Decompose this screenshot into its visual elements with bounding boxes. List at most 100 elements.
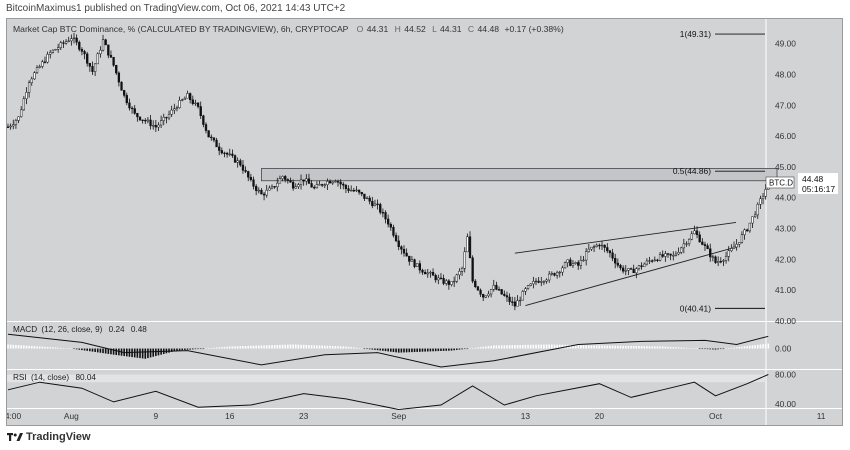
macd-histogram-bar — [635, 346, 638, 349]
candle-down — [746, 229, 749, 232]
candle-down — [207, 130, 210, 138]
macd-histogram-bar — [65, 348, 67, 349]
macd-histogram-bar — [648, 346, 651, 349]
macd-histogram-bar — [574, 345, 577, 349]
candle-up — [693, 230, 696, 235]
macd-histogram-bar — [321, 345, 323, 349]
candle-down — [115, 65, 118, 74]
candle-down — [88, 63, 91, 67]
candles — [7, 32, 770, 311]
candle-up — [181, 99, 184, 101]
candle-down — [656, 259, 659, 261]
macd-histogram-bar — [698, 348, 701, 350]
time-tick-label: Sep — [391, 411, 406, 421]
candle-down — [400, 246, 403, 250]
candle-up — [735, 243, 738, 248]
macd-histogram-bar — [384, 348, 387, 352]
macd-histogram-bar — [614, 345, 616, 349]
macd-histogram-bar — [342, 346, 345, 349]
macd-histogram-bar — [754, 345, 756, 349]
candle-up — [690, 233, 693, 240]
macd-histogram-bar — [543, 344, 545, 349]
macd-histogram-bar — [70, 348, 73, 350]
candle-up — [12, 124, 15, 127]
publish-text: published on TradingView.com, Oct 06, 20… — [84, 3, 346, 14]
chart-area[interactable]: 1(49.31) 0.5(44.86) 0(40.41) 49.00 48.00 47.… — [6, 18, 843, 426]
macd-tick-label: 0.00 — [775, 344, 792, 354]
macd-histogram-bar — [654, 346, 656, 349]
candle-down — [128, 102, 131, 109]
macd-histogram-bar — [152, 348, 154, 357]
candle-up — [759, 198, 762, 205]
candle-up — [548, 273, 551, 281]
candle-down — [384, 212, 387, 220]
macd-histogram-bar — [627, 345, 630, 349]
candle-up — [722, 260, 725, 262]
candle-down — [497, 289, 501, 291]
candle-down — [508, 296, 511, 303]
macd-histogram-bar — [347, 346, 350, 349]
macd-histogram-bar — [252, 345, 255, 349]
candle-up — [159, 120, 163, 126]
candle-up — [519, 299, 522, 302]
candle-up — [426, 272, 429, 275]
macd-histogram-bar — [532, 344, 535, 349]
macd-histogram-bar — [582, 345, 585, 349]
macd-histogram-bar — [46, 347, 49, 349]
macd-histogram-bar — [67, 348, 70, 349]
candle-down — [284, 176, 287, 180]
candle-up — [516, 300, 519, 307]
candle-down — [189, 93, 192, 100]
candle-down — [614, 257, 617, 264]
candle-up — [365, 197, 369, 200]
macd-histogram-bar — [337, 346, 339, 349]
fib-level-label: 0.5(44.86) — [673, 166, 711, 176]
macd-histogram-bar — [693, 348, 696, 349]
candle-down — [117, 72, 121, 83]
panel-backgrounds — [7, 19, 842, 425]
time-tick-label: 14:00 — [7, 411, 21, 421]
candle-down — [223, 152, 226, 155]
macd-histogram-bar — [519, 344, 521, 349]
macd-histogram-bar — [569, 344, 572, 349]
macd-histogram-bar — [197, 348, 199, 350]
macd-histogram-bar — [661, 346, 664, 349]
candle-up — [764, 189, 767, 197]
candle-down — [537, 280, 540, 283]
macd-histogram-bar — [450, 348, 453, 351]
rsi-tick-label: 40.00 — [775, 399, 796, 409]
macd-histogram-bar — [556, 344, 558, 349]
macd-histogram-bar — [25, 345, 28, 349]
macd-histogram-bar — [672, 347, 675, 349]
fib-level-label: 0(40.41) — [680, 303, 711, 313]
candle-down — [439, 277, 443, 280]
macd-histogram-bar — [479, 347, 482, 349]
candle-down — [553, 273, 556, 276]
chart-svg[interactable]: 1(49.31) 0.5(44.86) 0(40.41) 49.00 48.00 47.… — [7, 19, 842, 425]
candle-down — [402, 248, 406, 254]
candle-up — [730, 248, 733, 252]
candle-down — [255, 186, 258, 191]
candle-down — [392, 227, 395, 236]
macd-histogram-bar — [226, 346, 228, 349]
macd-histogram-bar — [86, 348, 88, 351]
price-tick-label: 45.00 — [775, 162, 796, 172]
macd-histogram-bar — [632, 346, 635, 349]
candle-down — [421, 269, 424, 273]
candle-up — [592, 246, 596, 248]
macd-histogram-bar — [360, 348, 363, 349]
macd-histogram-bar — [675, 347, 677, 349]
candle-up — [305, 178, 308, 182]
macd-histogram-bar — [78, 348, 81, 350]
macd-histogram-bar — [622, 345, 624, 349]
time-tick-label: 13 — [521, 411, 531, 421]
candle-down — [442, 278, 445, 284]
candle-down — [423, 272, 427, 275]
macd-histogram-bar — [81, 348, 83, 351]
macd-histogram-bar — [36, 346, 38, 349]
candle-down — [616, 262, 619, 266]
macd-histogram-bar — [284, 344, 286, 349]
candle-down — [196, 102, 200, 107]
macd-histogram-bar — [57, 347, 59, 349]
macd-histogram-bar — [168, 348, 170, 353]
